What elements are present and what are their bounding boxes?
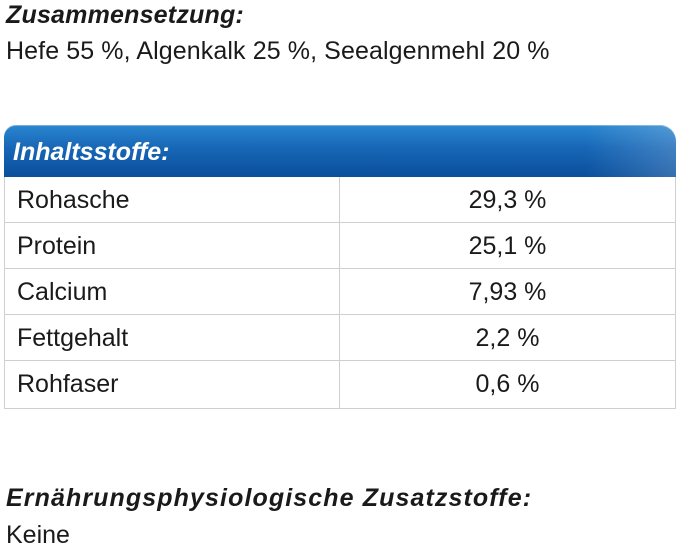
additives-text: Keine [6,521,70,549]
column-divider [339,223,340,268]
ingredients-table-title: Inhaltsstoffe: [13,138,170,166]
additives-heading: Ernährungsphysiologische Zusatzstoffe: [6,484,533,512]
ingredients-table-body: Rohasche 29,3 % Protein 25,1 % Calcium 7… [4,177,676,409]
ingredient-value: 0,6 % [475,370,540,398]
table-row: Rohasche 29,3 % [5,177,675,223]
ingredient-name: Protein [17,232,97,260]
ingredient-name: Fettgehalt [17,324,129,352]
table-row: Fettgehalt 2,2 % [5,315,675,361]
composition-text: Hefe 55 %, Algenkalk 25 %, Seealgenmehl … [6,37,550,65]
ingredient-value: 25,1 % [468,232,547,260]
table-row: Rohfaser 0,6 % [5,361,675,409]
column-divider [339,177,340,222]
ingredient-value: 7,93 % [468,278,547,306]
column-divider [339,315,340,360]
ingredient-name: Rohfaser [17,370,119,398]
ingredient-name: Calcium [17,278,108,306]
table-row: Calcium 7,93 % [5,269,675,315]
composition-heading: Zusammensetzung: [6,1,244,29]
table-row: Protein 25,1 % [5,223,675,269]
column-divider [339,361,340,408]
ingredient-name: Rohasche [17,186,130,214]
ingredient-value: 29,3 % [468,186,547,214]
ingredients-table: Inhaltsstoffe: Rohasche 29,3 % Protein 2… [4,125,676,416]
ingredient-value: 2,2 % [475,324,540,352]
ingredients-table-header: Inhaltsstoffe: [4,125,676,177]
column-divider [339,269,340,314]
